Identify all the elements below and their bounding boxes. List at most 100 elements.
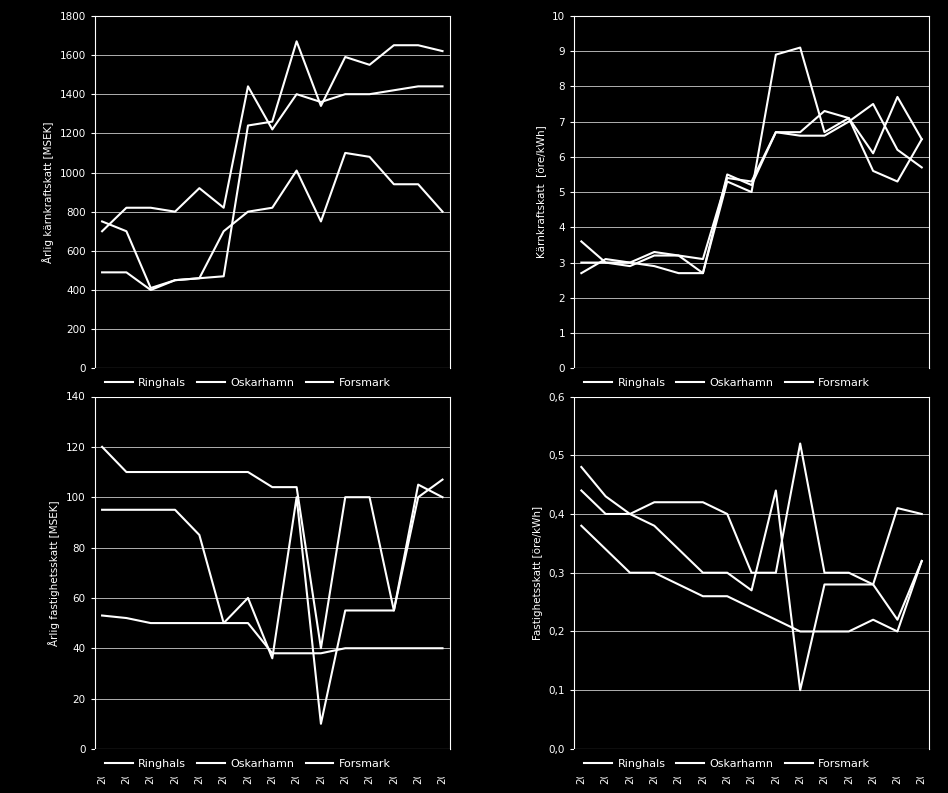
Forsmark: [170, 619, 181, 628]
Legend: Ringhals, Oskarhamn, Forsmark: Ringhals, Oskarhamn, Forsmark: [579, 754, 875, 773]
Ringhals: [575, 486, 587, 496]
Oskarhamn: [892, 145, 903, 155]
Forsmark: [218, 271, 229, 281]
Forsmark: [266, 117, 278, 126]
Oskarhamn: [843, 117, 854, 126]
Ringhals: [388, 606, 399, 615]
Oskarhamn: [625, 509, 636, 519]
Oskarhamn: [412, 492, 424, 502]
Ringhals: [892, 504, 903, 513]
Forsmark: [145, 285, 156, 295]
Forsmark: [412, 40, 424, 50]
Ringhals: [746, 585, 757, 595]
Ringhals: [575, 236, 587, 246]
Oskarhamn: [388, 86, 399, 95]
Ringhals: [316, 216, 327, 226]
Forsmark: [266, 649, 278, 658]
Forsmark: [673, 268, 684, 278]
Ringhals: [892, 177, 903, 186]
Forsmark: [316, 649, 327, 658]
Oskarhamn: [170, 467, 181, 477]
Ringhals: [794, 685, 806, 695]
Forsmark: [364, 643, 375, 653]
Ringhals: [339, 606, 351, 615]
Oskarhamn: [625, 258, 636, 267]
Ringhals: [218, 227, 229, 236]
Ringhals: [243, 593, 254, 603]
Oskarhamn: [170, 207, 181, 216]
Ringhals: [193, 274, 205, 283]
Oskarhamn: [364, 90, 375, 99]
Y-axis label: Kärnkraftskatt  [öre/kWh]: Kärnkraftskatt [öre/kWh]: [537, 126, 546, 259]
Forsmark: [770, 615, 781, 624]
Line: Ringhals: Ringhals: [102, 485, 443, 724]
Ringhals: [625, 262, 636, 271]
Oskarhamn: [316, 98, 327, 107]
Forsmark: [625, 258, 636, 267]
Forsmark: [412, 643, 424, 653]
Forsmark: [867, 148, 879, 158]
Ringhals: [819, 106, 830, 116]
Forsmark: [746, 187, 757, 197]
Oskarhamn: [364, 492, 375, 502]
Oskarhamn: [721, 173, 733, 182]
Ringhals: [437, 492, 448, 502]
Oskarhamn: [648, 247, 660, 257]
Forsmark: [697, 268, 708, 278]
Forsmark: [120, 613, 132, 623]
Ringhals: [193, 531, 205, 540]
Ringhals: [770, 128, 781, 137]
Oskarhamn: [819, 131, 830, 140]
Forsmark: [218, 619, 229, 628]
Forsmark: [916, 556, 927, 565]
Ringhals: [291, 492, 302, 502]
Oskarhamn: [145, 467, 156, 477]
Ringhals: [316, 719, 327, 729]
Oskarhamn: [746, 568, 757, 577]
Forsmark: [819, 128, 830, 137]
Forsmark: [819, 626, 830, 636]
Line: Oskarhamn: Oskarhamn: [581, 104, 921, 262]
Oskarhamn: [843, 568, 854, 577]
Oskarhamn: [120, 467, 132, 477]
Ringhals: [600, 258, 611, 267]
Oskarhamn: [145, 203, 156, 213]
Ringhals: [843, 580, 854, 589]
Line: Forsmark: Forsmark: [102, 41, 443, 290]
Oskarhamn: [916, 163, 927, 172]
Forsmark: [648, 262, 660, 271]
Y-axis label: Fastighetsskatt [öre/kWh]: Fastighetsskatt [öre/kWh]: [533, 506, 543, 640]
Ringhals: [145, 283, 156, 293]
Forsmark: [648, 568, 660, 577]
Forsmark: [721, 592, 733, 601]
Ringhals: [600, 509, 611, 519]
Oskarhamn: [697, 255, 708, 264]
Ringhals: [218, 619, 229, 628]
Oskarhamn: [575, 258, 587, 267]
Ringhals: [120, 505, 132, 515]
Forsmark: [794, 626, 806, 636]
Line: Oskarhamn: Oskarhamn: [102, 446, 443, 648]
Oskarhamn: [867, 580, 879, 589]
Forsmark: [867, 615, 879, 624]
Ringhals: [412, 480, 424, 489]
Ringhals: [916, 509, 927, 519]
Oskarhamn: [600, 492, 611, 501]
Ringhals: [648, 521, 660, 531]
Ringhals: [867, 580, 879, 589]
Line: Ringhals: Ringhals: [581, 111, 921, 273]
Legend: Ringhals, Oskarhamn, Forsmark: Ringhals, Oskarhamn, Forsmark: [579, 374, 875, 393]
Oskarhamn: [437, 82, 448, 91]
Forsmark: [97, 267, 108, 277]
Ringhals: [697, 568, 708, 577]
Ringhals: [819, 580, 830, 589]
Legend: Ringhals, Oskarhamn, Forsmark: Ringhals, Oskarhamn, Forsmark: [100, 374, 395, 393]
Ringhals: [794, 128, 806, 137]
Forsmark: [388, 643, 399, 653]
Forsmark: [843, 626, 854, 636]
Oskarhamn: [697, 497, 708, 507]
Forsmark: [193, 619, 205, 628]
Oskarhamn: [437, 475, 448, 485]
Ringhals: [648, 251, 660, 260]
Ringhals: [170, 505, 181, 515]
